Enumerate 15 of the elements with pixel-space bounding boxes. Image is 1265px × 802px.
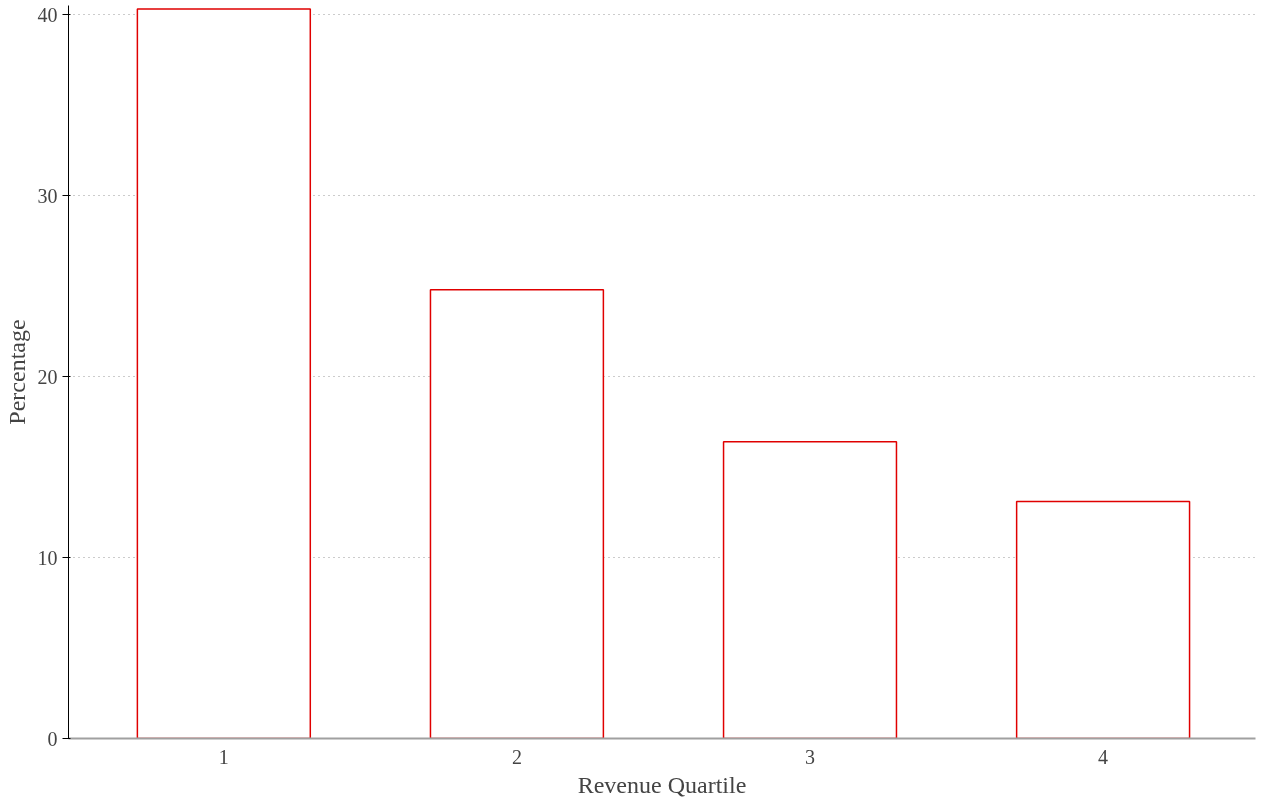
bar (722, 440, 898, 739)
y-tick-label: 40 (37, 3, 58, 26)
bar (136, 8, 312, 739)
x-tick-label: 1 (218, 745, 229, 768)
y-tick-label: 30 (37, 184, 58, 207)
x-tick-label: 3 (805, 745, 816, 768)
y-tick-label: 0 (47, 727, 58, 750)
bar (1015, 500, 1191, 739)
x-tick-label: 4 (1098, 745, 1109, 768)
y-axis-title: Percentage (3, 319, 30, 425)
x-axis-title: Revenue Quartile (577, 771, 747, 798)
y-tick-label: 10 (37, 546, 58, 569)
x-tick-label: 2 (511, 745, 522, 768)
bar (429, 288, 605, 739)
y-tick-label: 20 (37, 365, 58, 388)
